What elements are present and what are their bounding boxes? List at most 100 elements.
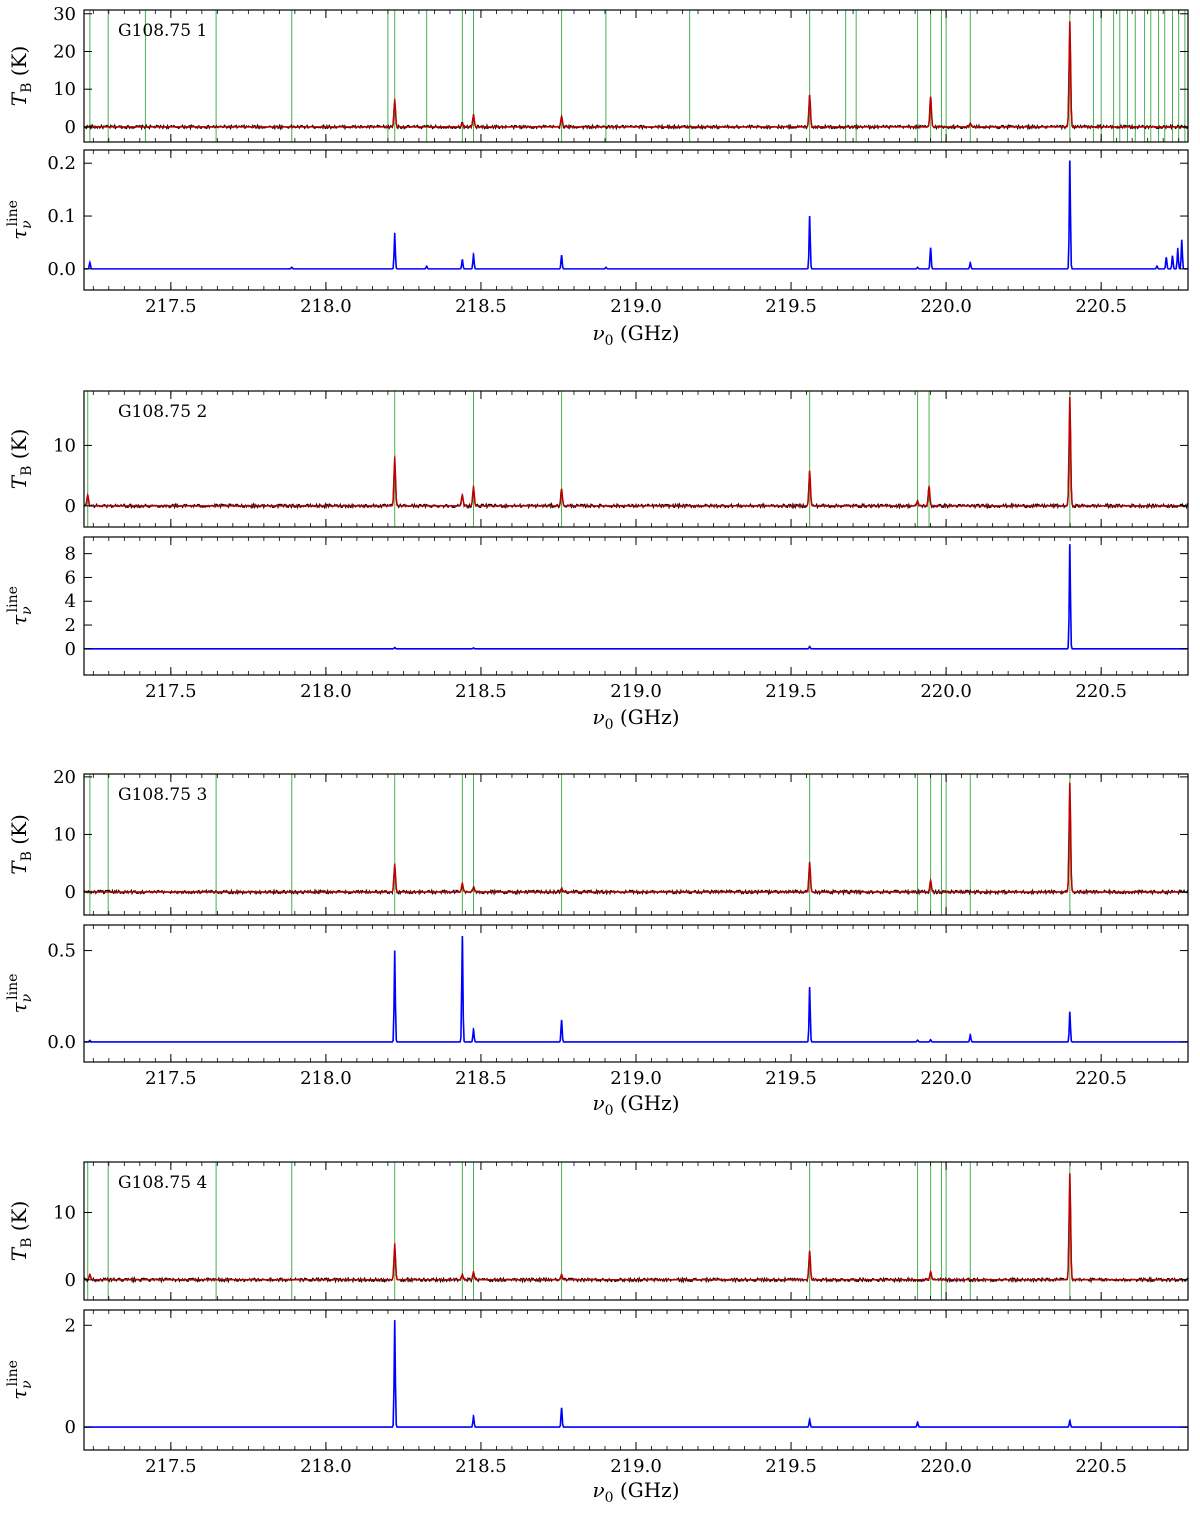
tau-panel: 217.5 218.0 218.5 219.0 219.5 220.0 220.5 0.0 0.… <box>5 149 1189 317</box>
panel-label: G108.75 2 <box>118 402 207 422</box>
x-tick-label: 217.5 <box>145 681 197 702</box>
x-tick-label: 219.5 <box>765 681 817 702</box>
spectrum-block-3: 0 10 20 G108.75 3 TB (K) 217.5 218.0 218.5 219.0… <box>5 767 1189 1119</box>
x-tick-label: 218.5 <box>455 1456 507 1477</box>
x-axis-label: ν0 (GHz) <box>592 321 679 349</box>
x-tick-label: 217.5 <box>145 1456 197 1477</box>
y-tick-label: 10 <box>53 1202 76 1223</box>
x-tick-label: 218.0 <box>300 681 352 702</box>
x-tick-label: 219.5 <box>765 1068 817 1089</box>
x-tick-label: 219.0 <box>610 1456 662 1477</box>
x-axis-label: ν0 (GHz) <box>592 705 679 733</box>
tau-panel: 217.5 218.0 218.5 219.0 219.5 220.0 220.5 0 2 4 68… <box>5 536 1189 702</box>
tb-plot-area <box>84 10 1188 142</box>
tb-plot-area <box>84 774 1188 915</box>
observed-spectrum <box>84 786 1188 896</box>
tau-panel-frame <box>83 1309 1189 1451</box>
y-tick-label: 8 <box>65 544 76 565</box>
model-spectrum <box>84 396 1188 507</box>
tb-panel: 0 10 20 30 G108.75 1 TB (K) <box>7 4 1189 143</box>
y-tick-label: 6 <box>65 567 76 588</box>
x-tick-label: 218.5 <box>455 296 507 317</box>
y-tick-label: 30 <box>53 4 76 25</box>
y-tick-label: 2 <box>65 1315 76 1336</box>
tb-plot-area <box>84 391 1188 527</box>
panel-label: G108.75 1 <box>118 21 207 41</box>
x-tick-label: 218.5 <box>455 1068 507 1089</box>
tb-plot-area <box>84 1162 1188 1300</box>
tau-plot-area <box>84 935 1188 1043</box>
model-spectrum <box>84 21 1188 128</box>
y-tick-label: 4 <box>65 591 76 612</box>
y-tick-label: 0 <box>65 117 76 138</box>
tb-panel: 0 10 20 G108.75 3 TB (K) <box>7 767 1189 916</box>
x-tick-label: 220.0 <box>920 1456 972 1477</box>
tb-axis-label: TB (K) <box>7 429 35 490</box>
y-tick-label: 0 <box>65 1270 76 1291</box>
x-tick-label: 217.5 <box>145 1068 197 1089</box>
tb-axis-label: TB (K) <box>7 814 35 875</box>
tau-plot-area <box>84 1320 1188 1428</box>
x-tick-label: 220.5 <box>1075 1456 1127 1477</box>
x-tick-label: 218.0 <box>300 296 352 317</box>
x-tick-label: 220.0 <box>920 296 972 317</box>
tb-panel-frame <box>83 9 1189 143</box>
tau-spectrum <box>84 1320 1188 1428</box>
observed-spectrum <box>84 401 1188 510</box>
x-tick-label: 218.5 <box>455 681 507 702</box>
x-tick-label: 219.5 <box>765 1456 817 1477</box>
tau-plot-area <box>84 160 1188 270</box>
model-spectrum <box>84 782 1188 893</box>
y-tick-label: 10 <box>53 79 76 100</box>
tb-panel: 0 10 G108.75 4 TB (K) <box>7 1161 1189 1301</box>
panel-label: G108.75 4 <box>118 1173 207 1193</box>
observed-spectrum <box>84 1177 1188 1284</box>
y-tick-label: 0.5 <box>47 941 76 962</box>
tau-spectrum <box>84 160 1188 270</box>
y-tick-label: 0.0 <box>47 1032 76 1053</box>
y-tick-label: 0 <box>65 1417 76 1438</box>
x-tick-label: 219.5 <box>765 296 817 317</box>
y-tick-label: 10 <box>53 824 76 845</box>
x-axis-label: ν0 (GHz) <box>592 1091 679 1119</box>
y-tick-label: 2 <box>65 615 76 636</box>
tau-panel: 217.5 218.0 218.5 219.0 219.5 220.0 220.5 0.0 0.… <box>5 924 1189 1089</box>
model-spectrum <box>84 1173 1188 1281</box>
y-tick-label: 10 <box>53 435 76 456</box>
x-tick-label: 220.0 <box>920 681 972 702</box>
x-tick-label: 220.5 <box>1075 681 1127 702</box>
tau-axis-label: τνline <box>5 200 35 240</box>
y-tick-label: 20 <box>53 41 76 62</box>
y-tick-label: 0 <box>65 639 76 660</box>
tb-axis-label: TB (K) <box>7 46 35 107</box>
tb-axis-label: TB (K) <box>7 1201 35 1262</box>
spectrum-block-1: 0 10 20 30 G108.75 1 TB (K) 217.5 218.0 218.5 219… <box>5 4 1189 349</box>
x-axis-label: ν0 (GHz) <box>592 1478 679 1506</box>
tau-panel: 217.5 218.0 218.5 219.0 219.5 220.0 220.5 0 2 τνl… <box>5 1309 1189 1477</box>
x-tick-label: 217.5 <box>145 296 197 317</box>
x-tick-label: 218.0 <box>300 1068 352 1089</box>
tb-panel: 0 10 G108.75 2 TB (K) <box>7 390 1189 528</box>
y-tick-label: 0.2 <box>47 153 76 174</box>
tau-axis-label: τνline <box>5 974 35 1014</box>
x-tick-label: 219.0 <box>610 1068 662 1089</box>
tau-axis-label: τνline <box>5 1360 35 1400</box>
panel-label: G108.75 3 <box>118 785 207 805</box>
y-tick-label: 0.0 <box>47 259 76 280</box>
y-tick-label: 0 <box>65 496 76 517</box>
observed-spectrum <box>84 25 1188 131</box>
tb-panel-frame <box>83 773 1189 916</box>
x-tick-label: 220.5 <box>1075 296 1127 317</box>
x-tick-label: 220.5 <box>1075 1068 1127 1089</box>
y-tick-label: 0.1 <box>47 206 76 227</box>
y-tick-label: 20 <box>53 767 76 788</box>
x-tick-label: 218.0 <box>300 1456 352 1477</box>
x-tick-label: 219.0 <box>610 296 662 317</box>
tau-panel-frame <box>83 536 1189 676</box>
tau-axis-label: τνline <box>5 586 35 626</box>
x-tick-label: 220.0 <box>920 1068 972 1089</box>
